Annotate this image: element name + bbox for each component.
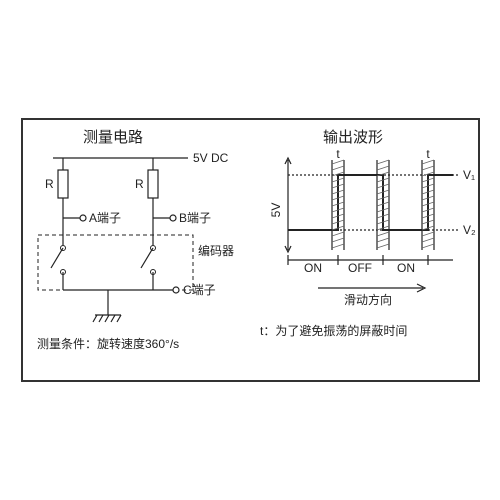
circuit-group: 测量电路 5V DC R R A端子 B端子 编码器 bbox=[37, 129, 234, 351]
shield-note: t：为了避免振荡的屏蔽时间 bbox=[260, 323, 407, 338]
waveform-title: 输出波形 bbox=[322, 129, 382, 146]
r-left-label: R bbox=[45, 177, 54, 191]
diagram-svg: 测量电路 5V DC R R A端子 B端子 编码器 bbox=[23, 120, 478, 380]
slide-dir-label: 滑动方向 bbox=[343, 292, 391, 307]
t-label-1: t bbox=[336, 147, 340, 161]
resistor-left bbox=[58, 170, 68, 198]
terminal-c-node bbox=[173, 287, 179, 293]
supply-label: 5V DC bbox=[193, 151, 229, 165]
waveform-group: 输出波形 5V V₁ V₂ bbox=[260, 129, 476, 338]
terminal-b-label: B端子 bbox=[179, 211, 211, 225]
encoder-box bbox=[38, 235, 193, 290]
v2-label: V₂ bbox=[463, 223, 476, 237]
on1-label: ON bbox=[304, 261, 322, 275]
terminal-b-node bbox=[170, 215, 176, 221]
r-right-label: R bbox=[135, 177, 144, 191]
condition-label: 测量条件：旋转速度360°/s bbox=[37, 336, 179, 351]
switch-lever bbox=[141, 248, 153, 268]
diagram-frame: 测量电路 5V DC R R A端子 B端子 编码器 bbox=[21, 118, 480, 382]
y-axis-label: 5V bbox=[269, 203, 283, 218]
resistor-right bbox=[148, 170, 158, 198]
terminal-a-node bbox=[80, 215, 86, 221]
t-label-2: t bbox=[426, 147, 430, 161]
encoder-label: 编码器 bbox=[198, 243, 234, 258]
on2-label: ON bbox=[397, 261, 415, 275]
terminal-a-label: A端子 bbox=[89, 211, 121, 225]
off-label: OFF bbox=[348, 261, 372, 275]
circuit-title: 测量电路 bbox=[82, 129, 142, 146]
switch-lever bbox=[51, 248, 63, 268]
terminal-c-label: C端子 bbox=[183, 283, 216, 297]
v1-label: V₁ bbox=[463, 168, 475, 182]
